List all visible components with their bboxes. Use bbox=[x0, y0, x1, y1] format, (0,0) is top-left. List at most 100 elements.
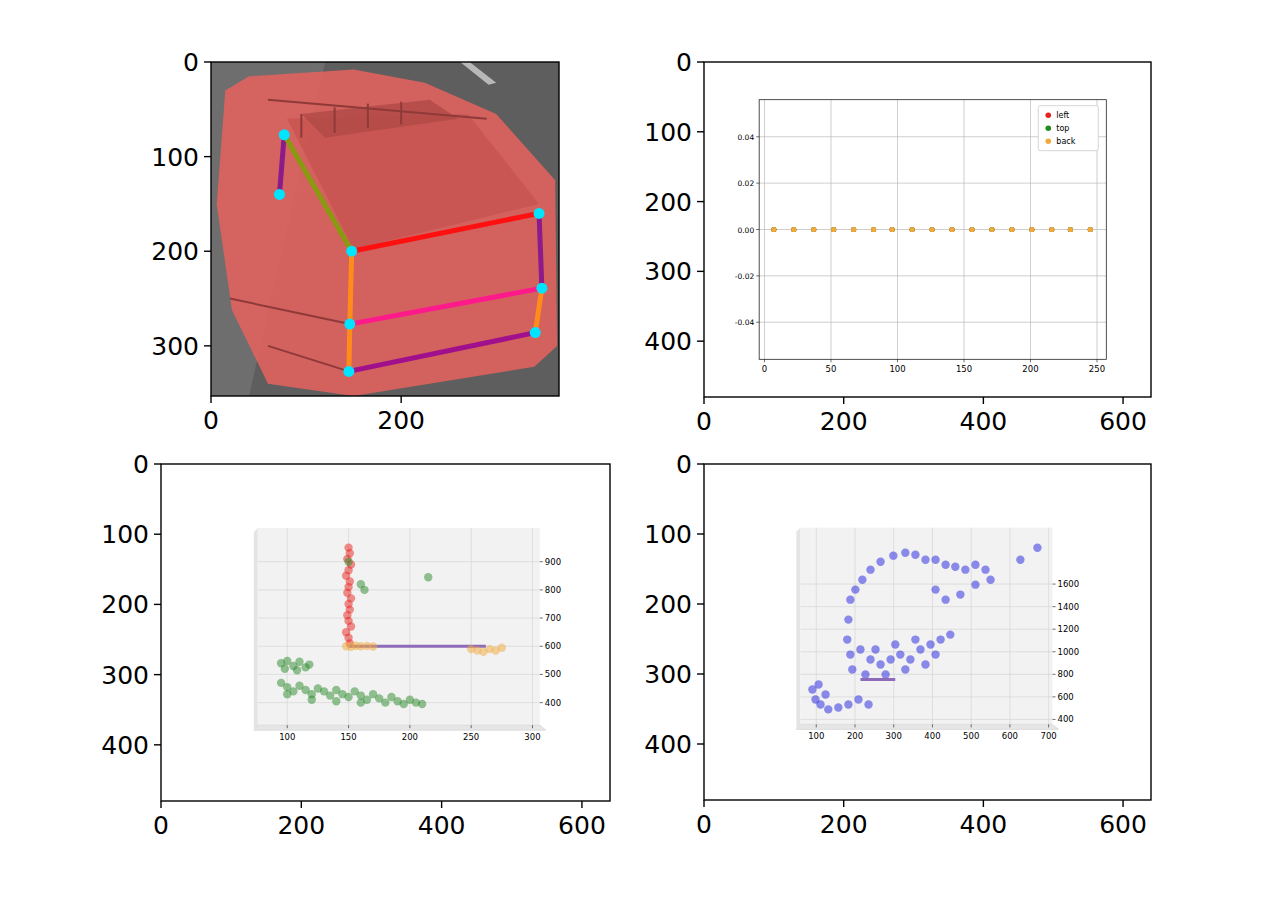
legend-label: top bbox=[1056, 124, 1069, 133]
point bbox=[969, 227, 974, 232]
point bbox=[910, 227, 915, 232]
point bbox=[369, 642, 377, 650]
tick-label: 700 bbox=[545, 613, 561, 623]
tick-label: 250 bbox=[1089, 364, 1105, 374]
pane-floor bbox=[254, 725, 546, 730]
point bbox=[986, 575, 994, 583]
tick-mark bbox=[697, 533, 704, 534]
point bbox=[921, 660, 929, 668]
point bbox=[1068, 227, 1073, 232]
tick-label: 100 bbox=[151, 143, 199, 172]
tick-mark bbox=[854, 724, 855, 727]
keypoint-edge bbox=[349, 333, 535, 372]
tick-mark bbox=[540, 561, 543, 562]
tick-mark bbox=[816, 724, 817, 727]
vehicle-detail bbox=[367, 104, 369, 129]
tick-label: 0 bbox=[183, 48, 199, 77]
tick-label: 200 bbox=[277, 811, 325, 840]
point bbox=[911, 551, 919, 559]
point bbox=[1088, 227, 1093, 232]
point bbox=[844, 700, 852, 708]
point bbox=[941, 595, 949, 603]
tick-label: 100 bbox=[279, 732, 295, 742]
tick-mark bbox=[441, 801, 442, 808]
keypoint-edge bbox=[279, 135, 284, 195]
keypoint bbox=[344, 319, 355, 330]
axes-frame bbox=[211, 62, 559, 396]
tick-mark bbox=[1053, 584, 1056, 585]
tick-mark bbox=[983, 800, 984, 807]
tick-mark bbox=[697, 340, 704, 341]
grid-line bbox=[258, 674, 540, 675]
point bbox=[910, 227, 915, 232]
tick-mark bbox=[540, 646, 543, 647]
point bbox=[910, 227, 915, 232]
point bbox=[1049, 227, 1054, 232]
tick-mark bbox=[204, 345, 211, 346]
point bbox=[791, 227, 796, 232]
tick-mark bbox=[287, 725, 288, 728]
tick-mark bbox=[697, 603, 704, 604]
tick-label: 0 bbox=[153, 811, 169, 840]
tick-mark bbox=[697, 673, 704, 674]
tick-label: 800 bbox=[1058, 669, 1074, 679]
point bbox=[871, 227, 876, 232]
pane bbox=[800, 528, 1052, 725]
point bbox=[281, 665, 289, 673]
point bbox=[866, 565, 874, 573]
tick-label: 200 bbox=[820, 810, 868, 839]
tick-label: 100 bbox=[644, 520, 692, 549]
legend-label: left bbox=[1056, 111, 1069, 120]
tick-mark bbox=[154, 463, 161, 464]
keypoint-edge bbox=[350, 251, 352, 324]
point bbox=[771, 227, 776, 232]
legend-marker bbox=[1046, 125, 1052, 131]
tick-label: -0.02 bbox=[735, 272, 755, 281]
grid-line bbox=[800, 674, 1052, 675]
keypoint-edge bbox=[352, 213, 539, 251]
point bbox=[961, 565, 969, 573]
point bbox=[308, 696, 316, 704]
tick-mark bbox=[703, 397, 704, 404]
point bbox=[1016, 556, 1024, 564]
tick-label: 1200 bbox=[1058, 624, 1080, 634]
vehicle-mask bbox=[217, 70, 557, 396]
tick-label: 100 bbox=[889, 364, 905, 374]
tick-mark bbox=[400, 396, 401, 403]
tick-label: 50 bbox=[826, 364, 837, 374]
point bbox=[846, 650, 854, 658]
point bbox=[1049, 227, 1054, 232]
tick-mark bbox=[1053, 696, 1056, 697]
tick-mark bbox=[897, 359, 898, 362]
inset-frame bbox=[759, 100, 1106, 360]
image-background bbox=[704, 464, 1151, 800]
tick-label: 200 bbox=[1022, 364, 1038, 374]
image-area bbox=[704, 464, 1151, 800]
point bbox=[956, 590, 964, 598]
legend-marker bbox=[1046, 112, 1052, 118]
tick-mark bbox=[697, 61, 704, 62]
point bbox=[864, 700, 872, 708]
point bbox=[771, 227, 776, 232]
point bbox=[989, 227, 994, 232]
tick-mark bbox=[204, 251, 211, 252]
tick-label: 400 bbox=[924, 731, 940, 741]
tick-label: 0 bbox=[676, 48, 692, 77]
photo-background bbox=[211, 62, 559, 396]
tick-label: 0 bbox=[762, 364, 767, 374]
point bbox=[831, 227, 836, 232]
tick-mark bbox=[1053, 674, 1056, 675]
tick-mark bbox=[756, 136, 759, 137]
point bbox=[929, 227, 934, 232]
grid-line bbox=[471, 528, 472, 725]
point bbox=[821, 690, 829, 698]
tick-label: 400 bbox=[960, 407, 1008, 436]
grid-line bbox=[759, 183, 1106, 184]
keypoint-edge bbox=[535, 288, 542, 332]
point bbox=[811, 227, 816, 232]
tick-mark bbox=[697, 271, 704, 272]
pane bbox=[258, 528, 540, 725]
tick-mark bbox=[756, 275, 759, 276]
point bbox=[811, 227, 816, 232]
image-background bbox=[161, 464, 610, 801]
